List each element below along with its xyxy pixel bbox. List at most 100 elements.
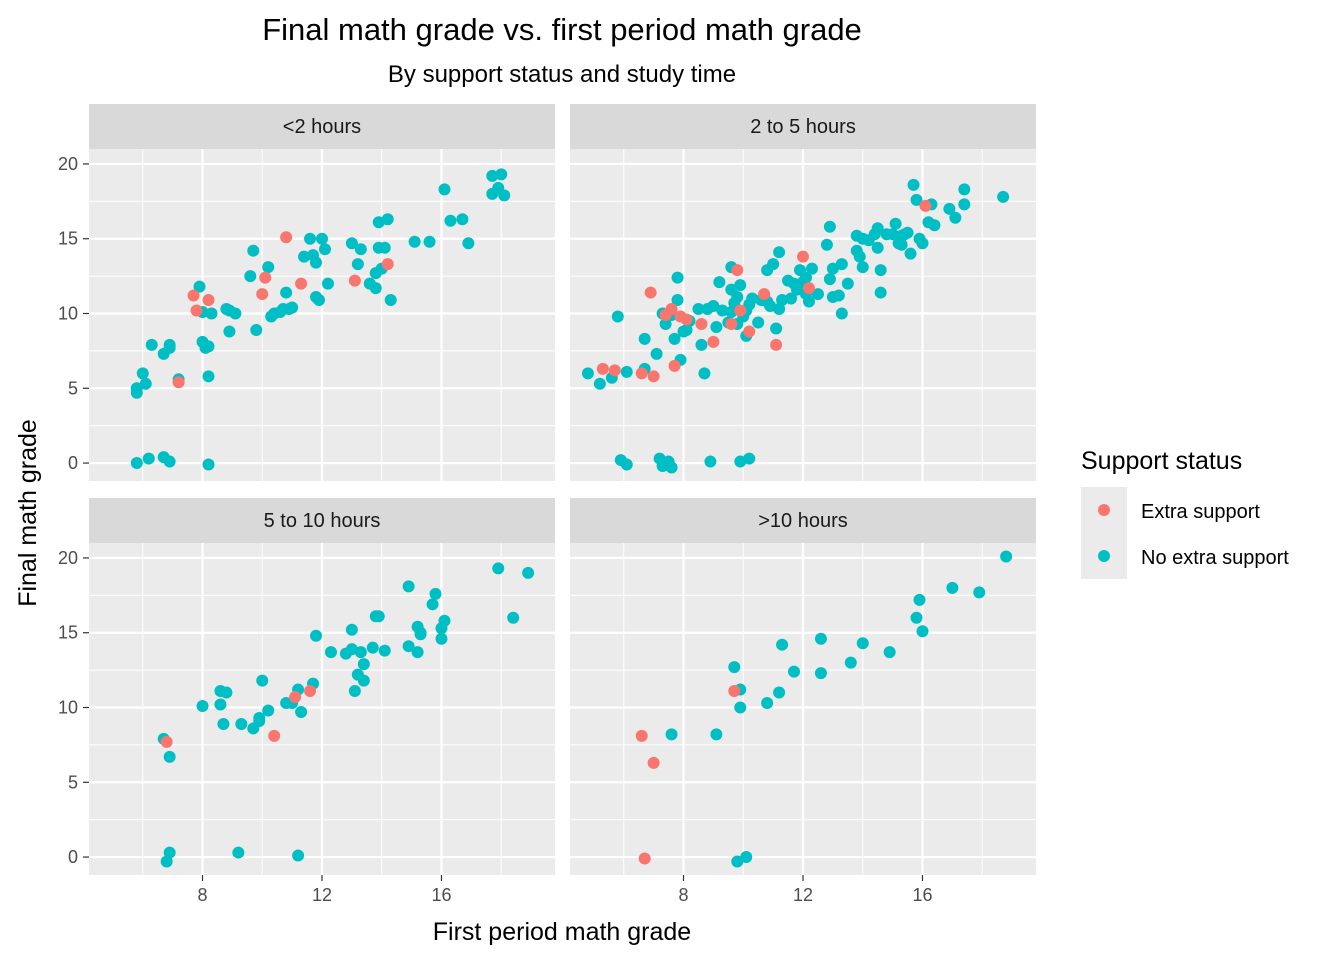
facet-strip-label: 2 to 5 hours [750,116,856,138]
point-no-extra-support [593,377,606,390]
point-no-extra-support [904,247,917,260]
point-extra-support [647,370,660,383]
point-extra-support [259,271,272,284]
point-no-extra-support [946,581,959,594]
point-no-extra-support [695,338,708,351]
x-tick-label: 16 [431,885,451,905]
point-no-extra-support [707,300,720,313]
point-no-extra-support [620,458,633,471]
point-no-extra-support [348,685,361,698]
legend-key-no-extra-support [1098,550,1110,562]
point-no-extra-support [805,262,818,275]
point-no-extra-support [130,386,143,399]
y-tick-label: 5 [68,772,78,792]
point-no-extra-support [369,282,382,295]
point-no-extra-support [196,700,209,713]
point-extra-support [728,685,741,698]
point-no-extra-support [916,625,929,638]
point-no-extra-support [381,213,394,226]
point-extra-support [172,376,185,389]
point-extra-support [919,199,932,212]
point-no-extra-support [298,250,311,263]
legend-label-extra-support: Extra support [1141,501,1260,523]
point-no-extra-support [136,367,149,380]
point-no-extra-support [835,307,848,320]
point-no-extra-support [997,190,1010,203]
point-no-extra-support [232,846,245,859]
point-no-extra-support [292,849,305,862]
point-no-extra-support [581,367,594,380]
point-no-extra-support [901,226,914,239]
point-no-extra-support [761,697,774,710]
point-no-extra-support [414,628,427,641]
point-no-extra-support [522,566,535,579]
y-tick-label: 20 [58,154,78,174]
point-extra-support [256,288,269,301]
point-extra-support [680,313,693,326]
point-extra-support [635,367,648,380]
y-tick-label: 20 [58,548,78,568]
point-no-extra-support [318,243,331,256]
point-no-extra-support [357,658,370,671]
point-no-extra-support [229,307,242,320]
point-no-extra-support [310,629,323,642]
point-no-extra-support [958,183,971,196]
facet-strip [570,104,1036,149]
point-no-extra-support [250,323,263,336]
point-no-extra-support [665,728,678,741]
point-no-extra-support [973,586,986,599]
legend-label-no-extra-support: No extra support [1141,547,1289,569]
point-no-extra-support [202,370,215,383]
point-extra-support [187,289,200,302]
point-no-extra-support [486,169,499,182]
point-no-extra-support [620,365,633,378]
facet-strip [89,498,555,543]
point-no-extra-support [788,665,801,678]
point-extra-support [304,685,317,698]
point-extra-support [725,317,738,330]
point-no-extra-support [638,332,651,345]
point-extra-support [770,338,783,351]
point-no-extra-support [740,851,753,864]
point-no-extra-support [438,183,451,196]
facet-panel-0: <2 hours 0 5 10 15 20 [58,104,555,481]
point-no-extra-support [611,310,624,323]
legend-key-extra-support [1098,504,1110,516]
point-no-extra-support [426,598,439,611]
point-extra-support [734,304,747,317]
point-no-extra-support [435,632,448,645]
point-no-extra-support [650,347,663,360]
point-no-extra-support [710,320,723,333]
point-no-extra-support [247,244,260,257]
point-no-extra-support [286,301,299,314]
point-extra-support [295,277,308,290]
point-no-extra-support [671,271,684,284]
point-no-extra-support [799,271,812,284]
point-no-extra-support [734,701,747,714]
y-tick-label: 10 [58,304,78,324]
point-no-extra-support [1000,550,1013,563]
facet-panel-1: 2 to 5 hours [570,104,1036,481]
point-no-extra-support [659,317,672,330]
point-no-extra-support [943,202,956,215]
point-no-extra-support [408,235,421,248]
point-no-extra-support [354,243,367,256]
point-no-extra-support [366,641,379,654]
point-no-extra-support [832,289,845,302]
point-no-extra-support [498,189,511,202]
facet-strip-label: 5 to 10 hours [264,510,381,532]
point-no-extra-support [139,377,152,390]
x-tick-label: 8 [679,885,689,905]
point-no-extra-support [372,610,385,623]
point-no-extra-support [313,294,326,307]
point-no-extra-support [665,461,678,474]
point-no-extra-support [163,750,176,763]
point-extra-support [348,274,361,287]
legend-title: Support status [1081,447,1242,475]
point-extra-support [695,317,708,330]
point-no-extra-support [731,855,744,868]
point-no-extra-support [776,638,789,651]
point-no-extra-support [163,455,176,468]
point-extra-support [160,735,173,748]
